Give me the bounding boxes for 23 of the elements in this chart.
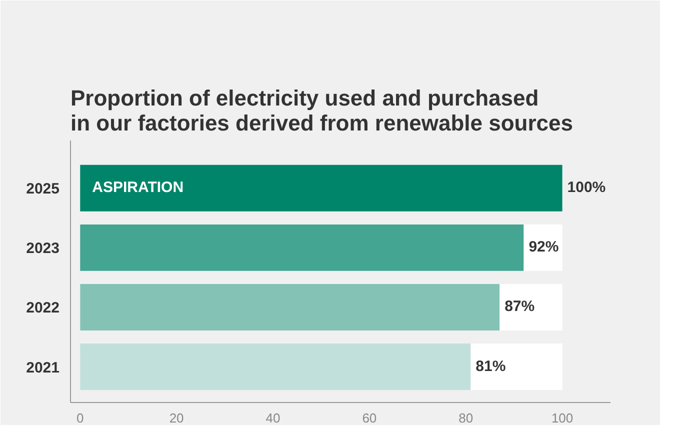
bar [80, 164, 562, 212]
y-tick-label: 2025 [26, 180, 60, 198]
y-tick-label: 2022 [26, 300, 60, 317]
bar [470, 344, 562, 390]
x-tick-label: 0 [76, 410, 84, 426]
bar [500, 284, 562, 330]
x-tick-label: 80 [458, 410, 474, 426]
data-label: 92% [528, 238, 559, 256]
y-tick-label: 2021 [26, 359, 60, 376]
bar [80, 284, 500, 330]
annotation: ASPIRATION [92, 179, 184, 196]
x-tick-label: 100 [551, 410, 574, 426]
y-tick-label: 2023 [26, 240, 60, 258]
chart-title: Proportion of electricity used and purchased in our factories derived from renewable sources [70, 86, 573, 136]
bar [524, 224, 562, 271]
x-tick-label: 60 [362, 410, 377, 426]
bar [80, 224, 524, 271]
bar [80, 344, 471, 390]
data-label: 87% [504, 298, 535, 316]
x-tick-label: 40 [266, 410, 280, 426]
data-label: 81% [476, 358, 506, 375]
data-label: 100% [567, 179, 606, 196]
x-tick-label: 20 [169, 410, 184, 426]
